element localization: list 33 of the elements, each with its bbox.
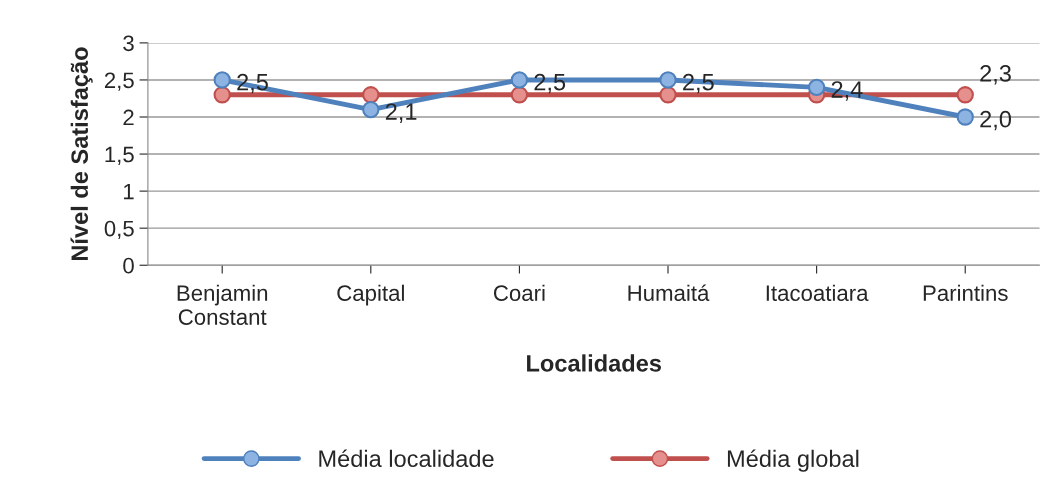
point	[956, 86, 974, 104]
point	[362, 86, 380, 104]
point	[510, 86, 529, 104]
point	[659, 86, 677, 104]
y-tick-label: 1	[124, 183, 134, 200]
data-label: 2,0	[980, 110, 1012, 131]
y-tick-label: 0	[123, 257, 134, 274]
data-label: 2,1	[385, 103, 417, 123]
legend-label: Média global	[727, 449, 859, 472]
x-tick-label: Benjamin Constant	[177, 284, 268, 325]
y-axis-title: Nível de Satisfação	[70, 47, 93, 261]
data-label: 2,5	[683, 73, 714, 94]
x-axis-title: Localidades	[527, 354, 661, 372]
y-tick-label: 3	[123, 35, 134, 52]
data-label: 2,3	[980, 65, 1011, 85]
x-tick-label: Coari	[493, 284, 545, 301]
point	[659, 71, 677, 89]
x-tick-label: Humaitá	[628, 284, 710, 301]
legend-label: Média localidade	[319, 449, 494, 468]
x-tick-label: Itacoatiara	[766, 284, 869, 301]
y-tick-label: 2,5	[104, 72, 134, 91]
point	[510, 71, 529, 89]
data-label: 2,4	[831, 81, 863, 101]
x-tick-label: Parintins	[923, 284, 1008, 301]
y-tick-label: 1,5	[105, 146, 134, 165]
y-tick-label: 2	[123, 109, 134, 126]
x-tick-label: Capital	[337, 284, 404, 306]
point	[213, 86, 231, 104]
y-tick-label: 0,5	[104, 220, 134, 240]
point	[807, 78, 826, 97]
point	[956, 108, 974, 126]
point	[213, 71, 231, 89]
point	[362, 100, 380, 119]
